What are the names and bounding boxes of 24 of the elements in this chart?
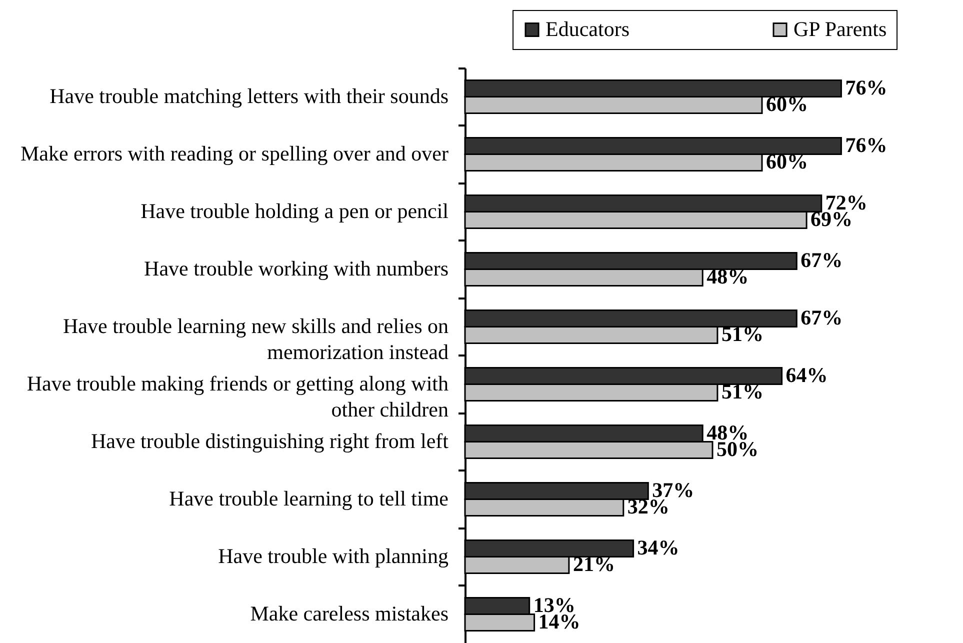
- y-tick-label: Have trouble holding a pen or pencil: [140, 198, 449, 223]
- data-label: 67%: [800, 305, 843, 330]
- y-tick-label: Have trouble making friends or getting along with other children: [26, 371, 449, 422]
- y-tick-label: Have trouble distinguishing right from left: [90, 428, 449, 453]
- legend-label: Educators: [546, 16, 630, 41]
- y-tick-label: Have trouble working with numbers: [144, 256, 448, 280]
- data-label: 21%: [572, 552, 615, 576]
- data-label: 76%: [845, 132, 888, 157]
- y-tick-label: Have trouble with planning: [218, 544, 449, 568]
- legend-label: GP Parents: [794, 16, 887, 41]
- y-tick-label: Have trouble learning new skills and relies on memorization instead: [63, 314, 449, 364]
- y-tick-label: Make careless mistakes: [250, 601, 448, 626]
- data-label: 76%: [845, 75, 888, 100]
- data-label: 51%: [721, 380, 764, 404]
- y-tick-label: Have trouble learning to tell time: [169, 486, 448, 510]
- y-tick-label: Make errors with reading or spelling over and over: [20, 141, 449, 166]
- y-tick-label: Have trouble matching letters with their sounds: [50, 84, 448, 108]
- data-label: 51%: [721, 322, 764, 346]
- data-label: 67%: [800, 248, 843, 272]
- data-label: 48%: [706, 264, 749, 289]
- data-label: 60%: [766, 150, 808, 174]
- data-label: 34%: [637, 535, 680, 560]
- data-label: 64%: [786, 362, 828, 387]
- data-label: 60%: [766, 92, 808, 116]
